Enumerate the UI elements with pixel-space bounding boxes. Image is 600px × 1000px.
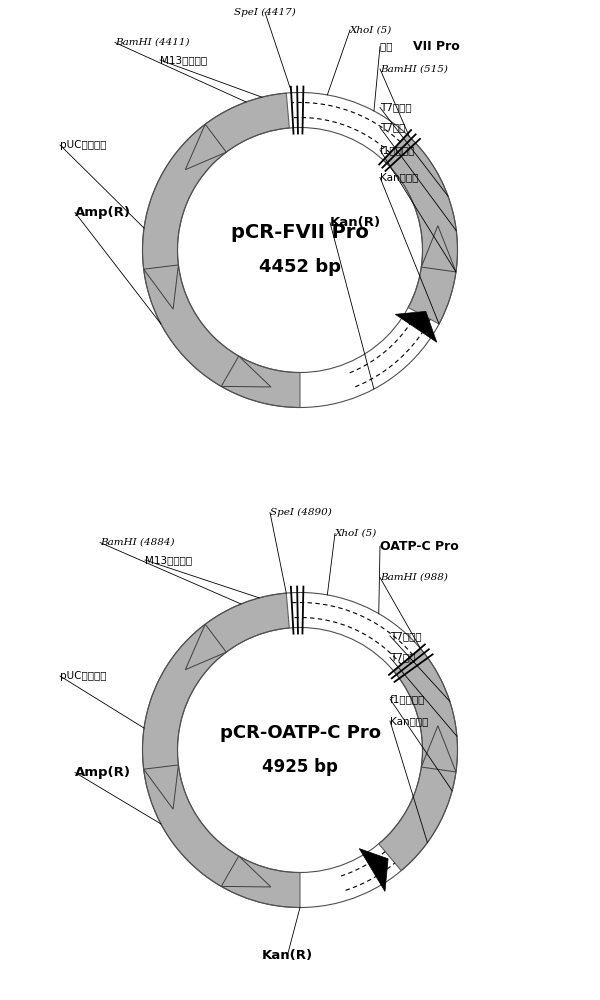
Text: T7引物: T7引物 [390, 652, 415, 662]
Text: Kan(R): Kan(R) [330, 216, 381, 229]
Text: pUC复制起点: pUC复制起点 [60, 140, 107, 150]
Text: Amp(R): Amp(R) [75, 206, 131, 219]
Text: OATP-C Pro: OATP-C Pro [380, 540, 459, 553]
Polygon shape [379, 649, 457, 871]
Text: M13反向引物: M13反向引物 [160, 55, 207, 65]
Text: M13反向引物: M13反向引物 [145, 555, 192, 565]
Polygon shape [143, 593, 300, 908]
Text: pCR-FVII Pro: pCR-FVII Pro [231, 223, 369, 242]
Text: VII Pro: VII Pro [413, 40, 459, 53]
Text: f1复制起点: f1复制起点 [380, 145, 415, 155]
Polygon shape [221, 356, 271, 387]
Text: f1复制起点: f1复制起点 [390, 694, 425, 704]
Polygon shape [143, 265, 178, 309]
Polygon shape [395, 311, 437, 342]
Polygon shape [143, 93, 300, 408]
Polygon shape [185, 124, 226, 170]
Text: T7启动子: T7启动子 [380, 103, 412, 112]
Polygon shape [221, 856, 271, 887]
Text: T7启动子: T7启动子 [390, 631, 422, 641]
Text: XhoI (5): XhoI (5) [335, 529, 377, 538]
Text: SpeI (4417): SpeI (4417) [234, 8, 296, 17]
Text: 因子: 因子 [380, 41, 396, 51]
Text: BamHI (515): BamHI (515) [380, 64, 448, 74]
Text: Kan启动子: Kan启动子 [380, 172, 418, 182]
Text: 4925 bp: 4925 bp [262, 758, 338, 776]
Polygon shape [359, 849, 388, 891]
Text: Amp(R): Amp(R) [75, 766, 131, 779]
Text: 4452 bp: 4452 bp [259, 258, 341, 276]
Text: XhoI (5): XhoI (5) [350, 25, 392, 34]
Text: BamHI (988): BamHI (988) [380, 573, 448, 582]
Polygon shape [421, 226, 456, 272]
Text: BamHI (4884): BamHI (4884) [100, 538, 175, 547]
Text: Kan(R): Kan(R) [262, 948, 313, 962]
Polygon shape [185, 624, 226, 670]
Polygon shape [143, 765, 178, 809]
Text: pCR-OATP-C Pro: pCR-OATP-C Pro [220, 724, 380, 742]
Text: T7引物: T7引物 [380, 122, 406, 132]
Text: Kan启动子: Kan启动子 [390, 716, 428, 726]
Text: pUC复制起点: pUC复制起点 [60, 671, 107, 681]
Text: BamHI (4411): BamHI (4411) [115, 38, 190, 47]
Polygon shape [421, 726, 456, 772]
Polygon shape [383, 135, 457, 324]
Text: SpeI (4890): SpeI (4890) [270, 508, 332, 517]
